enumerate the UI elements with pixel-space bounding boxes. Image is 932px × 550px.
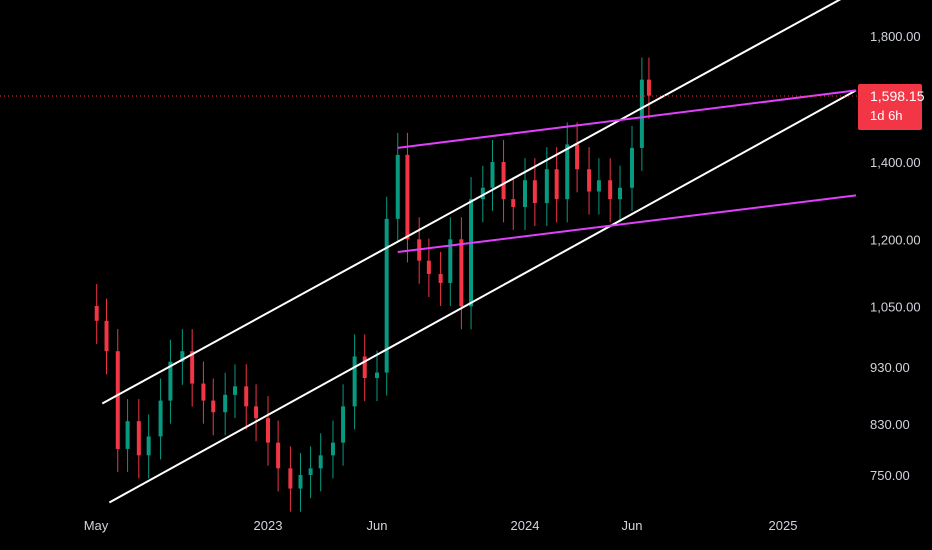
candle-body — [352, 356, 357, 407]
price-tick-label: 1,400.00 — [870, 155, 921, 170]
candle-body — [532, 180, 537, 204]
candle-body — [94, 305, 99, 321]
candle-body — [384, 218, 389, 373]
candle-body — [201, 383, 206, 401]
candle-body — [223, 394, 228, 413]
candle-body — [266, 418, 270, 443]
price-tick-label: 930.00 — [870, 360, 910, 375]
candle-body — [180, 351, 185, 362]
candle-body — [276, 442, 281, 469]
candle-body — [405, 154, 410, 240]
candle-body — [254, 406, 259, 419]
time-tick-label: Jun — [367, 518, 388, 533]
candle-body — [244, 386, 249, 407]
wedge-trendline[interactable] — [397, 194, 857, 254]
candle-body — [587, 169, 592, 192]
time-tick-label: 2024 — [511, 518, 540, 533]
candle-body — [395, 154, 400, 219]
candle-body — [646, 79, 651, 96]
candle-body — [639, 79, 644, 148]
candle-body — [168, 361, 173, 401]
candle-body — [136, 421, 141, 456]
last-price-badge: 1,598.15 1d 6h — [858, 84, 925, 130]
candle-body — [190, 351, 195, 384]
candle-body — [501, 162, 506, 200]
candle-body — [146, 436, 151, 456]
candle-body — [341, 406, 346, 443]
price-axis[interactable]: 1,800.00 1,400.00 1,200.00 1,050.00 930.00 83… — [870, 29, 921, 483]
channel-trendline[interactable] — [108, 89, 857, 504]
price-tick-label: 830.00 — [870, 417, 910, 432]
wedge-trendline[interactable] — [397, 89, 857, 149]
candle-body — [544, 169, 549, 204]
time-axis[interactable]: May 2023 Jun 2024 Jun 2025 — [84, 518, 798, 533]
price-tick-label: 1,200.00 — [870, 232, 921, 247]
price-tick-label: 1,050.00 — [870, 299, 921, 314]
candle-body — [596, 180, 601, 192]
candle-body — [125, 421, 130, 449]
candle-body — [362, 356, 367, 379]
candle-body — [511, 199, 516, 207]
candle-body — [115, 351, 120, 449]
bar-countdown: 1d 6h — [870, 108, 903, 123]
candle-body — [233, 386, 238, 395]
candle-body — [375, 372, 379, 379]
candle-body — [318, 455, 323, 469]
candle-body — [308, 468, 313, 475]
candle-body — [211, 400, 216, 413]
candle-body — [298, 475, 303, 489]
time-tick-label: 2025 — [769, 518, 798, 533]
candle-body — [554, 169, 559, 200]
price-tick-label: 1,800.00 — [870, 29, 921, 44]
candle-body — [448, 239, 453, 283]
candle-body — [459, 239, 464, 307]
channel-trendline[interactable] — [101, 0, 856, 405]
candle-body — [158, 400, 163, 437]
last-price-value: 1,598.15 — [870, 88, 925, 104]
time-tick-label: Jun — [622, 518, 643, 533]
candle-body — [608, 180, 613, 200]
candle-body — [630, 147, 634, 188]
candle-body — [104, 320, 109, 352]
trendlines-layer — [101, 0, 857, 504]
candle-body — [469, 199, 474, 307]
time-tick-label: 2023 — [254, 518, 283, 533]
candle-body — [523, 180, 527, 207]
candle-body — [480, 187, 485, 200]
candle-body — [426, 260, 431, 274]
candle-body — [330, 442, 335, 456]
candle-body — [565, 144, 570, 200]
candle-body — [618, 187, 623, 200]
time-tick-label: May — [84, 518, 109, 533]
price-tick-label: 750.00 — [870, 468, 910, 483]
candle-body — [438, 273, 443, 283]
candle-body — [575, 144, 580, 170]
candle-body — [288, 468, 293, 489]
candle-body — [490, 162, 495, 188]
